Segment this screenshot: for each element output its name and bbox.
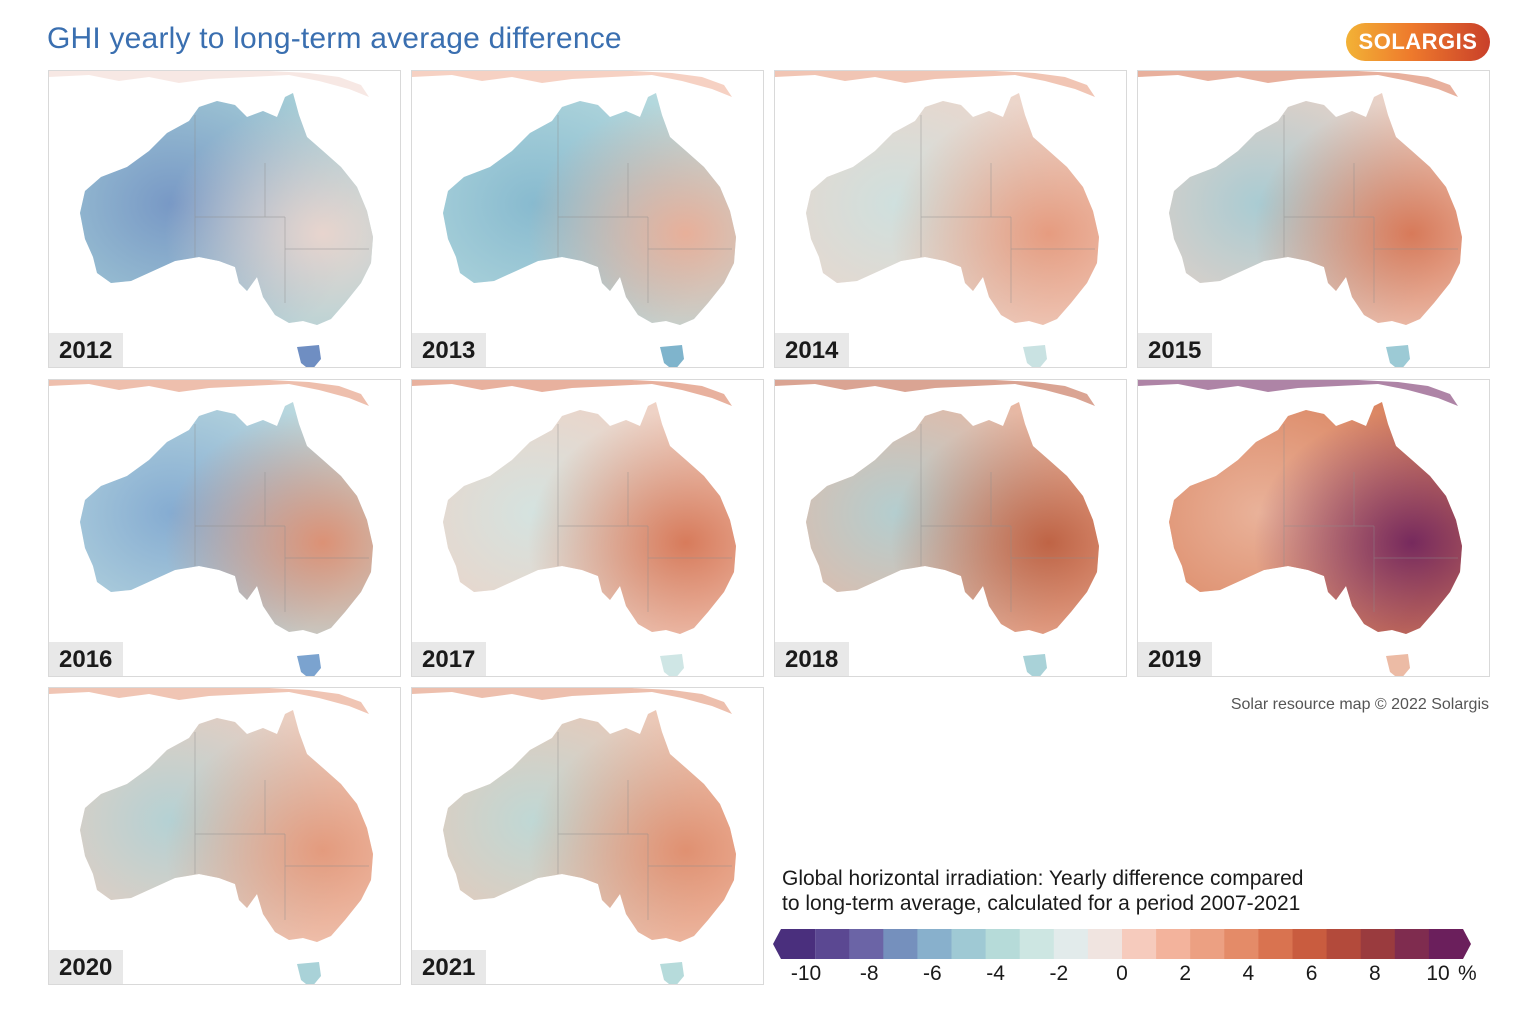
islands-strip: [775, 71, 1095, 97]
page-title: GHI yearly to long-term average differen…: [47, 22, 622, 55]
year-label: 2016: [49, 642, 123, 676]
year-label: 2017: [412, 642, 486, 676]
color-scale-tick: 8: [1368, 962, 1381, 985]
islands-strip: [412, 688, 732, 714]
state-borders: [194, 424, 369, 612]
islands-strip: [412, 380, 732, 406]
color-scale-tick: 10: [1426, 962, 1450, 985]
islands-strip: [49, 688, 369, 714]
color-scale-segment: [1053, 929, 1089, 959]
state-borders: [194, 732, 369, 920]
color-scale-segment: [1156, 929, 1191, 959]
islands-strip: [1138, 380, 1458, 406]
australia-map: [1138, 380, 1462, 676]
color-scale-tick: -6: [923, 962, 942, 985]
tasmania: [660, 654, 684, 676]
legend-title-line-1: Global horizontal irradiation: Yearly di…: [782, 867, 1304, 890]
tasmania: [1386, 345, 1410, 367]
australia-map: [775, 380, 1099, 676]
color-scale-segment: [1258, 929, 1293, 959]
tasmania: [297, 962, 321, 984]
tasmania: [1023, 345, 1047, 367]
islands-strip: [49, 380, 369, 406]
color-scale-tick: -10: [790, 962, 822, 985]
color-scale-segment: [773, 929, 816, 959]
islands-strip: [49, 71, 369, 97]
australia-map: [412, 688, 736, 984]
color-scale-segment: [815, 929, 850, 959]
map-panel-2016: 2016: [48, 379, 401, 677]
color-scale-segment: [951, 929, 987, 959]
year-label: 2012: [49, 333, 123, 367]
state-borders: [557, 115, 732, 303]
color-scale-tick: 0: [1116, 962, 1128, 985]
color-scale-segment: [1190, 929, 1225, 959]
tasmania: [297, 654, 321, 676]
state-borders: [920, 115, 1095, 303]
year-label: 2014: [775, 333, 849, 367]
map-panel-2012: 2012: [48, 70, 401, 368]
color-scale-tick: 6: [1305, 962, 1318, 985]
year-label: 2018: [775, 642, 849, 676]
year-label: 2021: [412, 950, 486, 984]
legend-title-line-2: to long-term average, calculated for a p…: [782, 892, 1301, 915]
color-scale-segment: [1087, 929, 1123, 959]
tasmania: [660, 962, 684, 984]
map-panel-2014: 2014: [774, 70, 1127, 368]
state-borders: [1283, 115, 1458, 303]
tasmania: [1023, 654, 1047, 676]
color-scale-segment: [1428, 929, 1471, 959]
color-scale-tick: 2: [1179, 962, 1192, 985]
color-scale-tick: -4: [986, 962, 1005, 985]
map-panel-2020: 2020: [48, 687, 401, 985]
tasmania: [1386, 654, 1410, 676]
year-label: 2013: [412, 333, 486, 367]
map-panel-2017: 2017: [411, 379, 764, 677]
color-scale-segment: [1360, 929, 1396, 959]
color-scale-segment: [1394, 929, 1430, 959]
map-credit: Solar resource map © 2022 Solargis: [1230, 696, 1489, 713]
color-scale-segment: [1122, 929, 1157, 959]
state-borders: [194, 115, 369, 303]
solargis-logo: SOLARGIS: [1346, 23, 1490, 61]
australia-map: [49, 688, 373, 984]
state-borders: [557, 732, 732, 920]
color-scale-segment: [1224, 929, 1259, 959]
australia-map: [49, 380, 373, 676]
year-label: 2020: [49, 950, 123, 984]
color-scale-tick: -2: [1049, 962, 1069, 985]
islands-strip: [412, 71, 732, 97]
australia-map: [412, 71, 736, 367]
state-borders: [557, 424, 732, 612]
color-scale-segment: [1292, 929, 1328, 959]
color-scale-segment: [1326, 929, 1362, 959]
state-borders: [920, 424, 1095, 612]
color-scale-segment: [917, 929, 952, 959]
color-scale-tick: 4: [1242, 962, 1255, 985]
color-scale-tick: -8: [859, 962, 879, 985]
color-scale-bar: [773, 929, 1471, 959]
australia-map: [49, 71, 373, 367]
australia-map: [412, 380, 736, 676]
map-panel-2018: 2018: [774, 379, 1127, 677]
state-borders: [1283, 424, 1458, 612]
australia-map: [775, 71, 1099, 367]
color-scale-segment: [849, 929, 884, 959]
islands-strip: [1138, 71, 1458, 97]
map-panel-2019: 2019: [1137, 379, 1490, 677]
color-scale-segment: [883, 929, 918, 959]
australia-map: [1138, 71, 1462, 367]
islands-strip: [775, 380, 1095, 406]
legend-title: Global horizontal irradiation: Yearly di…: [782, 866, 1402, 916]
year-label: 2019: [1138, 642, 1212, 676]
year-label: 2015: [1138, 333, 1212, 367]
map-panel-2021: 2021: [411, 687, 764, 985]
map-panel-2013: 2013: [411, 70, 764, 368]
tasmania: [297, 345, 321, 367]
map-panel-2015: 2015: [1137, 70, 1490, 368]
color-scale-segment: [1019, 929, 1055, 959]
tasmania: [660, 345, 684, 367]
legend-unit: %: [1458, 962, 1477, 985]
color-scale-segment: [985, 929, 1021, 959]
